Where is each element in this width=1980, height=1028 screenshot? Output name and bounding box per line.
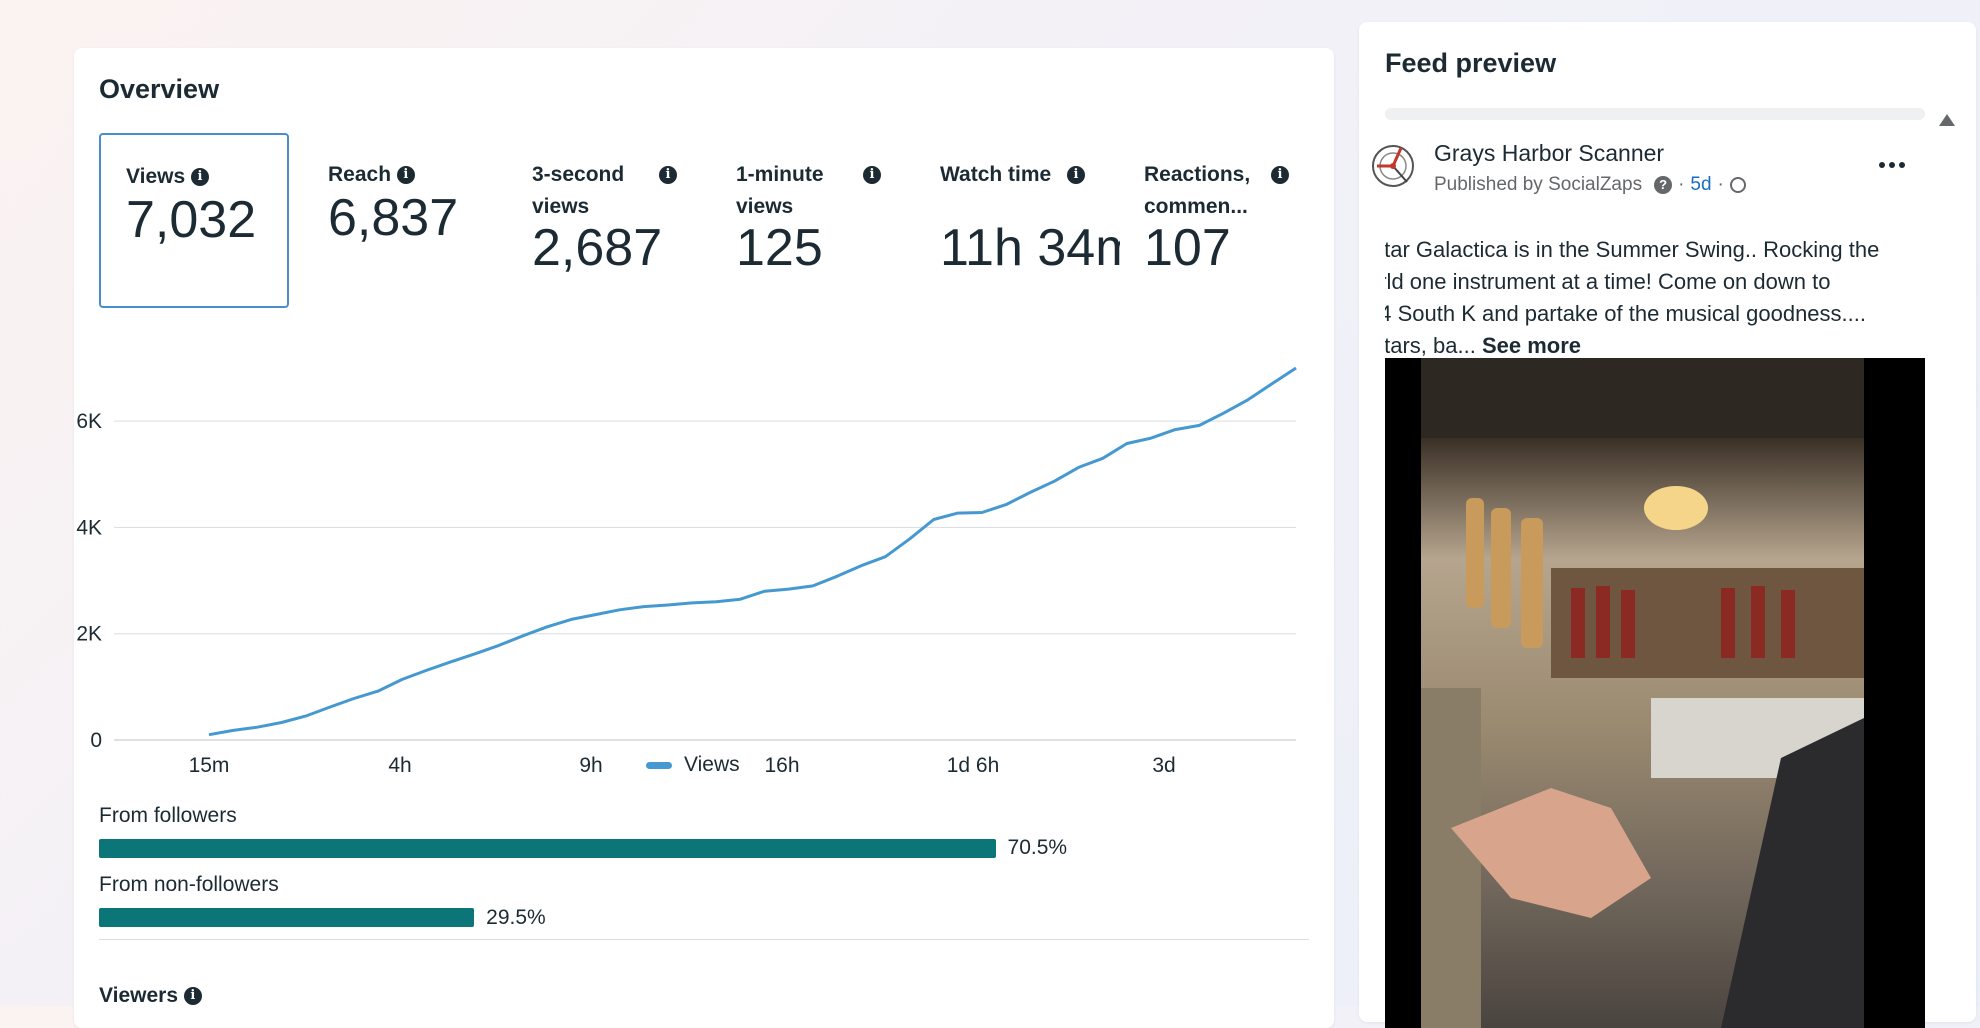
y-tick-label: 0 xyxy=(90,729,102,752)
metric-tile-1-minute-views[interactable]: 1-minute views i 125 xyxy=(711,133,901,308)
metric-value: 107 xyxy=(1144,219,1231,277)
metric-tile-reach[interactable]: Reach i 6,837 xyxy=(303,133,493,308)
info-icon[interactable]: i xyxy=(659,166,677,184)
legend-label: Views xyxy=(684,753,740,776)
post-video[interactable] xyxy=(1385,358,1925,1028)
page-avatar[interactable] xyxy=(1371,136,1415,196)
x-tick-label: 9h xyxy=(579,754,602,777)
metric-label: 3-second views xyxy=(532,163,625,218)
see-more-link[interactable]: See more xyxy=(1481,333,1582,358)
x-tick-label: 16h xyxy=(764,754,799,777)
post-text: uitar Galactica is in the Summer Swing..… xyxy=(1385,234,1925,364)
more-icon[interactable] xyxy=(1879,162,1909,170)
metric-label: Reactions, commen... xyxy=(1144,163,1251,218)
feed-preview-title: Feed preview xyxy=(1385,48,1557,78)
overview-card: Overview Views i 7,032 Reach i 6,837 3-s… xyxy=(74,48,1334,1028)
post-meta: Published by SocialZaps? · 5d · xyxy=(1434,174,1746,196)
overview-title: Overview xyxy=(99,74,220,104)
followers-bar xyxy=(99,839,1231,858)
post-text-line: uitar Galactica is in the Summer Swing..… xyxy=(1385,237,1880,262)
scroll-track[interactable] xyxy=(1385,108,1925,120)
info-icon[interactable]: i xyxy=(1067,166,1085,184)
x-tick-label: 15m xyxy=(189,754,230,777)
published-by: Published by SocialZaps xyxy=(1434,174,1643,195)
globe-icon xyxy=(1729,176,1746,193)
non-followers-bar xyxy=(99,908,1231,927)
series-line-views xyxy=(208,366,1297,737)
followers-bar-fill xyxy=(99,839,996,858)
feed-preview-card: Feed preview Grays Harbor Scanner Publis… xyxy=(1359,22,1976,1028)
x-tick-label: 1d 6h xyxy=(947,754,1000,777)
chart-legend: Views xyxy=(646,753,740,777)
post-text-line: 14 South K and partake of the musical go… xyxy=(1385,301,1866,326)
metric-label: Watch time xyxy=(940,163,1052,186)
followers-percent: 70.5% xyxy=(1007,836,1068,859)
y-tick-label: 2K xyxy=(76,623,102,646)
metric-tile-views[interactable]: Views i 7,032 xyxy=(99,133,289,308)
metric-label: 1-minute views xyxy=(736,163,824,218)
page-name[interactable]: Grays Harbor Scanner xyxy=(1434,140,1665,166)
legend-swatch xyxy=(646,761,672,769)
video-frame xyxy=(1421,358,1864,1028)
views-line-chart: 0 2K 4K 6K 15m 4h 9h 16h 1d 6h 3d xyxy=(76,366,1297,777)
non-followers-label: From non-followers xyxy=(99,873,279,896)
metric-label: Views i xyxy=(126,161,209,193)
info-icon[interactable]: i xyxy=(191,168,209,187)
metric-value: 11h 34m xyxy=(940,219,1120,277)
x-tick-label: 3d xyxy=(1152,754,1175,777)
post-text-line: uitars, ba... See more xyxy=(1385,333,1582,358)
post-age[interactable]: 5d xyxy=(1690,174,1712,195)
info-icon[interactable]: i xyxy=(1271,166,1289,184)
metric-tile-reactions[interactable]: Reactions, commen... i 107 xyxy=(1119,133,1309,308)
metric-label: Reach i xyxy=(328,159,415,191)
x-tick-label: 4h xyxy=(388,754,411,777)
viewers-heading: Viewers i xyxy=(99,984,202,1008)
metric-value: 6,837 xyxy=(328,189,459,247)
metric-value: 125 xyxy=(736,219,823,277)
scroll-up-icon[interactable] xyxy=(1939,114,1955,126)
metric-value: 2,687 xyxy=(532,219,663,277)
metric-value: 7,032 xyxy=(126,191,257,249)
question-icon[interactable]: ? xyxy=(1654,175,1673,194)
post-text-line: orld one instrument at a time! Come on d… xyxy=(1385,269,1831,294)
info-icon[interactable]: i xyxy=(183,987,202,1006)
y-tick-label: 6K xyxy=(76,410,102,433)
followers-label: From followers xyxy=(99,804,237,827)
divider xyxy=(99,939,1309,940)
info-icon[interactable]: i xyxy=(396,166,415,185)
metric-tile-3-second-views[interactable]: 3-second views i 2,687 xyxy=(507,133,697,308)
non-followers-bar-fill xyxy=(99,908,475,927)
metric-tile-watch-time[interactable]: Watch time i 11h 34m xyxy=(915,133,1120,308)
info-icon[interactable]: i xyxy=(863,166,881,184)
y-tick-label: 4K xyxy=(76,516,102,539)
non-followers-percent: 29.5% xyxy=(486,906,546,929)
